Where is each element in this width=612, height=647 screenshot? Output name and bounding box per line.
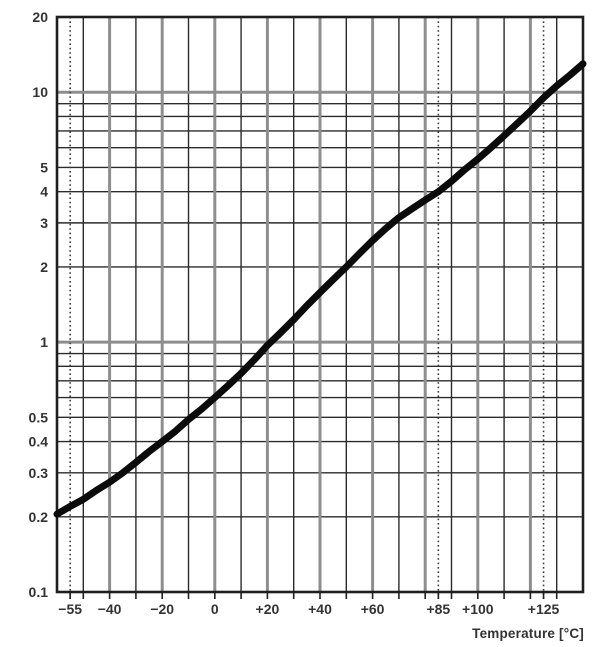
y-tick-label: 4 bbox=[40, 184, 48, 200]
x-tick-label: 0 bbox=[211, 601, 219, 617]
x-tick-label: +40 bbox=[308, 601, 332, 617]
y-tick-label: 1 bbox=[40, 334, 48, 350]
x-tick-label: −40 bbox=[98, 601, 122, 617]
x-tick-label: +20 bbox=[256, 601, 280, 617]
y-tick-label: 5 bbox=[40, 159, 48, 175]
y-tick-label: 0.2 bbox=[29, 509, 49, 525]
y-tick-label: 0.5 bbox=[29, 409, 49, 425]
x-tick-label: +60 bbox=[361, 601, 385, 617]
x-tick-label: +125 bbox=[528, 601, 560, 617]
y-tick-label: 10 bbox=[32, 84, 48, 100]
series-curve bbox=[53, 60, 587, 518]
x-tick-label: +100 bbox=[462, 601, 494, 617]
y-tick-label: 20 bbox=[32, 9, 48, 25]
x-tick-label: −20 bbox=[150, 601, 174, 617]
y-tick-label: 2 bbox=[40, 259, 48, 275]
x-axis-title: Temperature [°C] bbox=[472, 626, 584, 641]
y-tick-label: 0.3 bbox=[29, 465, 49, 481]
x-tick-label: −55 bbox=[58, 601, 82, 617]
y-tick-label: 0.1 bbox=[29, 584, 49, 600]
x-tick-label: +85 bbox=[426, 601, 450, 617]
plot-frame bbox=[55, 15, 585, 594]
y-tick-label: 0.4 bbox=[29, 434, 49, 450]
y-tick-label: 3 bbox=[40, 215, 48, 231]
